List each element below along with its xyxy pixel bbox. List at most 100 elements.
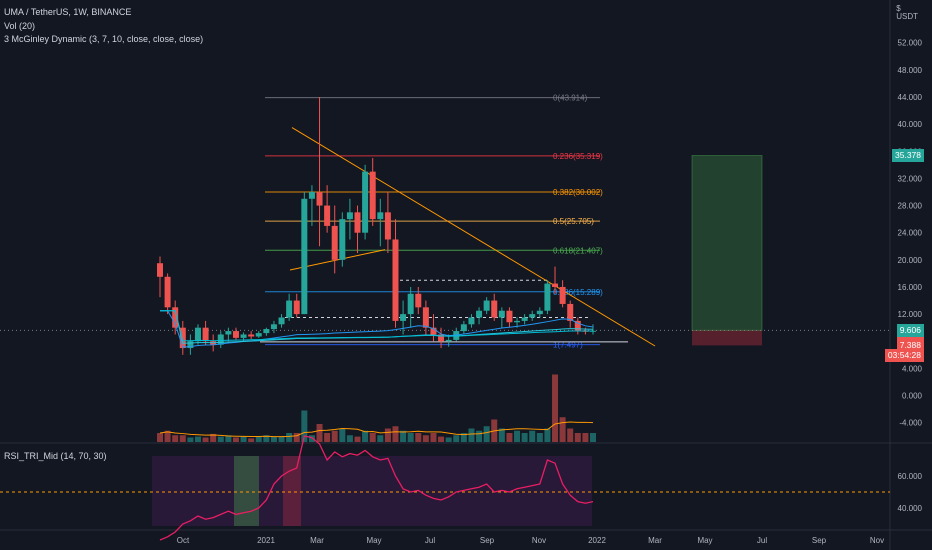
volume-legend[interactable]: Vol (20) <box>4 21 36 31</box>
candle-body <box>460 324 467 332</box>
fib-level-label: 0.382(30.002) <box>553 188 603 197</box>
rsi-line <box>159 435 594 541</box>
candle-body <box>286 300 293 318</box>
candle-body <box>172 307 179 328</box>
volume-bar <box>460 433 467 442</box>
candle-body <box>278 317 285 325</box>
candle-body <box>232 331 239 338</box>
time-axis-label: Mar <box>648 536 662 545</box>
volume-bar <box>400 430 407 442</box>
price-tick-label: 12.000 <box>898 310 923 319</box>
volume-bar <box>468 428 475 442</box>
mcginley-line-2 <box>160 310 594 344</box>
long-position-stop-zone[interactable] <box>692 330 762 346</box>
time-axis-label: Nov <box>532 536 546 545</box>
candle-body <box>248 334 255 337</box>
volume-bar <box>293 433 300 442</box>
currency-label[interactable]: $ USDT <box>896 5 918 21</box>
time-axis-label: May <box>366 536 381 545</box>
descending-trendline[interactable] <box>291 127 656 347</box>
price-tick-label: 20.000 <box>898 256 923 265</box>
volume-bar <box>339 428 346 442</box>
volume-bar <box>286 433 293 442</box>
candle-body <box>514 320 521 323</box>
price-tick-label: 40.000 <box>898 120 923 129</box>
volume-ma-line <box>159 421 594 438</box>
mcginley-line-1 <box>160 310 594 348</box>
volume-bar <box>157 433 163 442</box>
volume-bar <box>331 430 338 442</box>
candle-body <box>468 317 475 325</box>
volume-bar <box>544 428 551 442</box>
fib-level-label: 0(43.914) <box>553 94 588 103</box>
candle-body <box>392 239 399 321</box>
candle-body <box>529 314 536 318</box>
candle-body <box>339 219 346 260</box>
rsi-background-band <box>152 456 592 526</box>
candle-body <box>255 333 262 337</box>
candle-body <box>476 310 483 318</box>
candle-body <box>369 171 376 220</box>
candle-body <box>301 198 308 315</box>
mcginley-legend[interactable]: 3 McGinley Dynamic (3, 7, 10, close, clo… <box>4 34 204 44</box>
volume-bar <box>582 433 589 442</box>
price-tick-label: 48.000 <box>898 66 923 75</box>
candle-body <box>362 171 369 233</box>
fib-level-label: 0.786(15.289) <box>553 288 603 297</box>
time-axis-label: May <box>697 536 712 545</box>
time-axis-label: Oct <box>177 536 190 545</box>
volume-bar <box>514 430 521 442</box>
price-tick-label: 32.000 <box>898 174 923 183</box>
volume-bar <box>316 424 323 442</box>
time-axis-label: Nov <box>870 536 884 545</box>
rsi-tick-label: 40.000 <box>898 504 923 513</box>
volume-bar <box>225 435 232 442</box>
candle-body <box>536 310 543 315</box>
volume-bar <box>164 430 171 442</box>
candle-body <box>225 331 232 335</box>
candle-body <box>331 225 338 260</box>
time-axis-label: Jul <box>757 536 767 545</box>
candle-body <box>506 310 513 323</box>
volume-bar <box>308 435 315 442</box>
price-tick-label: 52.000 <box>898 39 923 48</box>
volume-bar <box>324 433 331 442</box>
candle-body <box>354 212 361 233</box>
price-tick-label: 16.000 <box>898 283 923 292</box>
fib-level-label: 0.618(21.407) <box>553 246 603 255</box>
symbol-legend[interactable]: UMA / TetherUS, 1W, BINANCE <box>4 7 132 17</box>
price-tick-label: 4.000 <box>902 364 923 373</box>
volume-bar <box>476 430 483 442</box>
volume-bar <box>369 433 376 442</box>
candle-body <box>316 191 323 206</box>
long-position-target-zone[interactable] <box>691 154 763 331</box>
volume-bar <box>415 433 422 442</box>
volume-bar <box>407 433 414 442</box>
volume-bar <box>552 374 559 442</box>
price-tick-label: 28.000 <box>898 202 923 211</box>
volume-bar <box>498 428 505 442</box>
candle-body <box>552 283 559 287</box>
volume-bar <box>210 433 217 442</box>
volume-bar <box>483 426 490 442</box>
time-axis-label: 2021 <box>257 536 275 545</box>
candle-body <box>308 191 315 199</box>
candle-body <box>491 300 498 318</box>
candle-body <box>217 334 224 345</box>
volume-bar <box>590 433 596 442</box>
candle-body <box>559 286 566 304</box>
candle-body <box>407 293 414 315</box>
volume-bar <box>255 436 262 442</box>
rsi-legend[interactable]: RSI_TRI_Mid (14, 70, 30) <box>4 451 107 461</box>
candle-body <box>270 324 277 330</box>
volume-bar <box>263 435 270 442</box>
candle-body <box>324 205 331 226</box>
candle-body <box>164 276 171 308</box>
fib-level-label: 0.236(35.319) <box>553 152 603 161</box>
volume-bar <box>506 433 513 442</box>
candle-body <box>422 307 429 328</box>
currency-sign: $ <box>896 4 901 13</box>
volume-bar <box>278 436 285 442</box>
candle-body <box>400 314 407 321</box>
